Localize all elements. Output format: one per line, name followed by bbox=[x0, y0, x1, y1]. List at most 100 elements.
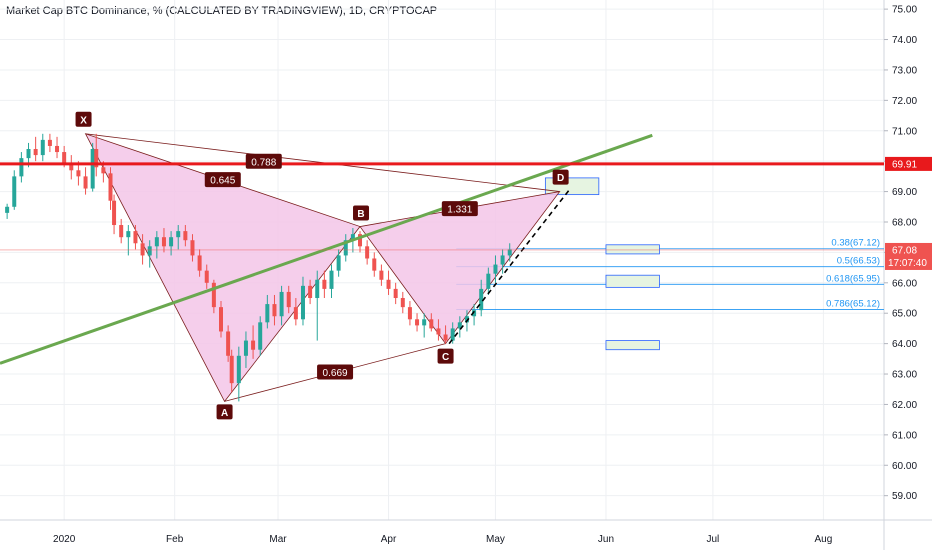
candle-body bbox=[76, 170, 81, 177]
candle-body bbox=[119, 225, 124, 238]
drawings[interactable] bbox=[0, 133, 884, 365]
price-tick-label: 64.00 bbox=[892, 339, 917, 350]
candle-body bbox=[415, 319, 420, 326]
candle-body bbox=[322, 279, 327, 289]
target-zone bbox=[605, 244, 660, 255]
fib-level-label: 0.618(65.95) bbox=[826, 273, 880, 284]
candle-body bbox=[112, 200, 117, 226]
candle-body bbox=[183, 231, 188, 241]
price-tick-label: 69.00 bbox=[892, 187, 917, 198]
candle-body bbox=[493, 264, 498, 274]
candle-body bbox=[472, 310, 477, 317]
candle-body bbox=[33, 149, 38, 156]
ratio-bd-label: 1.331 bbox=[447, 205, 472, 216]
ratio-ac-bg bbox=[317, 364, 354, 380]
candle-body bbox=[236, 355, 241, 384]
ratio-xd-bg bbox=[245, 153, 282, 169]
candle-body bbox=[94, 149, 99, 168]
candle-body bbox=[372, 258, 377, 271]
candle-body bbox=[26, 149, 31, 159]
time-tick-label: May bbox=[486, 534, 505, 545]
candle-body bbox=[5, 206, 10, 213]
candle-body bbox=[407, 307, 412, 320]
candle-body bbox=[19, 158, 24, 177]
point-x-label-bg bbox=[75, 111, 92, 127]
candle-body bbox=[126, 231, 131, 238]
time-axis: 2020 Feb Mar Apr May Jun Jul Aug bbox=[0, 519, 932, 545]
candle-body bbox=[365, 246, 370, 259]
candle-body bbox=[133, 231, 138, 244]
candle-body bbox=[315, 279, 320, 299]
candle-body bbox=[443, 334, 448, 341]
price-tick-label: 75.00 bbox=[892, 5, 917, 16]
ratio-ac-label: 0.669 bbox=[323, 368, 348, 379]
pattern-labels: X A B C D 0.645 1.331 0.669 0.788 bbox=[75, 111, 569, 420]
time-tick-label: Aug bbox=[815, 534, 833, 545]
candle-body bbox=[12, 176, 17, 207]
last-price-tag-bg bbox=[885, 242, 932, 270]
time-tick-label: 2020 bbox=[53, 534, 76, 545]
candle-body bbox=[429, 319, 434, 329]
candle-body bbox=[343, 240, 348, 256]
candle-body bbox=[190, 240, 195, 256]
price-axis: 75.0074.0073.0072.0071.0070.0069.0068.00… bbox=[883, 0, 917, 550]
candle-body bbox=[47, 139, 52, 146]
candle-body bbox=[226, 331, 231, 356]
price-tick-label: 62.00 bbox=[892, 400, 917, 411]
candle-body bbox=[197, 255, 202, 271]
candle-body bbox=[55, 145, 60, 153]
candle-body bbox=[258, 322, 263, 350]
fib-level-label: 0.38(67.12) bbox=[831, 238, 880, 249]
ratio-xb-bg bbox=[204, 172, 241, 188]
chart-title: Market Cap BTC Dominance, % (CALCULATED … bbox=[6, 5, 438, 17]
candle-body bbox=[507, 249, 512, 256]
point-a-label: A bbox=[221, 408, 228, 419]
candle-body bbox=[486, 273, 491, 289]
price-tick-label: 59.00 bbox=[892, 491, 917, 502]
candle-body bbox=[358, 234, 363, 247]
fib-level-label: 0.786(65.12) bbox=[826, 299, 880, 310]
candle-body bbox=[169, 237, 174, 247]
candle-body bbox=[265, 304, 270, 323]
last-price-tag: 67.08 bbox=[892, 245, 917, 256]
price-tick-label: 66.00 bbox=[892, 278, 917, 289]
candle-body bbox=[400, 298, 405, 308]
price-tick-label: 63.00 bbox=[892, 370, 917, 381]
candle-body bbox=[69, 164, 74, 171]
resistance-price-tag: 69.91 bbox=[892, 159, 917, 170]
candle-body bbox=[393, 288, 398, 299]
fib-level-label: 0.5(66.53) bbox=[837, 256, 880, 267]
candle-body bbox=[464, 316, 469, 323]
point-a-label-bg bbox=[216, 404, 233, 420]
price-tick-label: 60.00 bbox=[892, 461, 917, 472]
time-tick-label: Feb bbox=[166, 534, 184, 545]
candle-body bbox=[422, 319, 427, 326]
candle-body bbox=[379, 270, 384, 280]
price-tick-label: 68.00 bbox=[892, 217, 917, 228]
candle-body bbox=[140, 243, 145, 256]
point-b-label: B bbox=[357, 209, 364, 220]
candle-body bbox=[101, 167, 106, 174]
price-tick-label: 71.00 bbox=[892, 126, 917, 137]
time-tick-label: Jun bbox=[598, 534, 614, 545]
candle-body bbox=[147, 246, 152, 256]
price-tick-label: 74.00 bbox=[892, 35, 917, 46]
candle-body bbox=[90, 149, 95, 189]
candle-body bbox=[154, 237, 159, 247]
rising-trendline bbox=[0, 133, 653, 365]
candle-body bbox=[479, 288, 484, 311]
point-b-label-bg bbox=[353, 205, 370, 221]
target-zone bbox=[605, 274, 660, 288]
candle-body bbox=[251, 340, 256, 350]
price-tick-label: 72.00 bbox=[892, 96, 917, 107]
candle-body bbox=[204, 270, 209, 283]
time-tick-label: Apr bbox=[381, 534, 397, 545]
fib-retracement[interactable]: 0.38(67.12) 0.5(66.53) 0.618(65.95) 0.786(6… bbox=[456, 177, 884, 351]
price-tick-label: 73.00 bbox=[892, 65, 917, 76]
candle-body bbox=[450, 328, 455, 341]
candle-body bbox=[300, 285, 305, 320]
candle-body bbox=[386, 279, 391, 289]
target-zone bbox=[605, 340, 660, 351]
point-x-label: X bbox=[80, 115, 87, 126]
